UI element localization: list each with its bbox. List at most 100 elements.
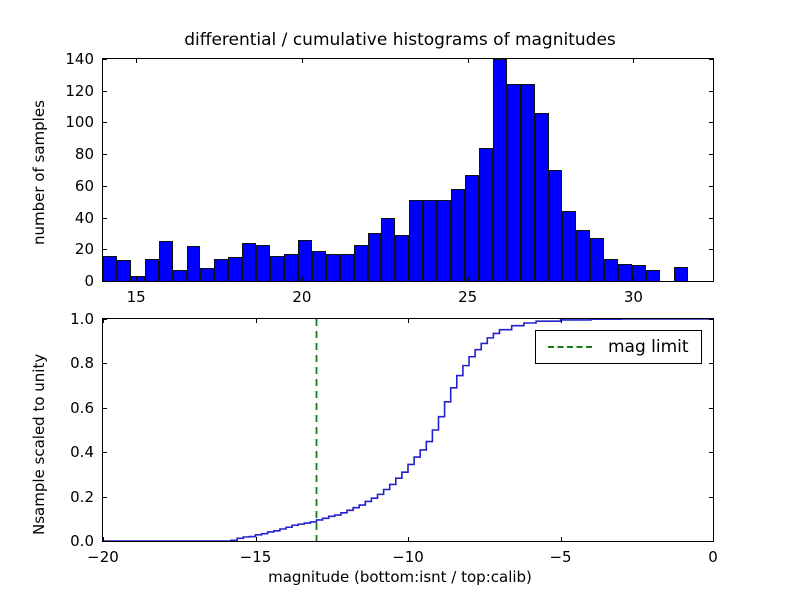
top-panel-y-axis-label: number of samples xyxy=(30,100,48,245)
axis-tick-mark xyxy=(103,407,107,409)
axis-tick-mark xyxy=(301,59,303,63)
bottom-panel-x-axis-label: magnitude (bottom:isnt / top:calib) xyxy=(268,568,532,586)
axis-tick-mark xyxy=(467,277,469,281)
bottom-y-tick-label: 0.6 xyxy=(70,398,94,417)
axis-tick-mark xyxy=(301,277,303,281)
axis-tick-mark xyxy=(560,537,562,541)
axis-tick-mark xyxy=(103,363,107,365)
top-y-tick-label: 140 xyxy=(65,50,94,68)
axis-tick-mark xyxy=(103,154,107,156)
page-title: differential / cumulative histograms of … xyxy=(184,30,616,50)
axis-tick-mark xyxy=(709,452,713,454)
histogram-bar xyxy=(423,200,438,281)
axis-tick-mark xyxy=(136,277,138,281)
axis-tick-mark xyxy=(709,319,713,320)
histogram-plot-area xyxy=(103,59,713,281)
bottom-x-tick-label: −5 xyxy=(549,548,572,566)
bottom-x-tick-label: 0 xyxy=(708,548,718,566)
histogram-bar xyxy=(284,254,298,281)
axis-tick-mark xyxy=(103,541,107,542)
top-y-tick-label: 0 xyxy=(84,272,94,290)
axis-tick-mark xyxy=(709,90,713,92)
axis-tick-mark xyxy=(709,541,713,542)
bottom-x-tick-label: −10 xyxy=(392,548,424,566)
histogram-bar xyxy=(311,250,326,281)
histogram-bar xyxy=(604,258,619,281)
axis-tick-mark xyxy=(633,59,635,63)
axis-tick-mark xyxy=(103,319,104,323)
histogram-bar xyxy=(409,200,424,281)
axis-tick-mark xyxy=(255,319,257,323)
top-y-tick-label: 20 xyxy=(74,240,94,259)
cumulative-curve xyxy=(103,319,713,541)
differential-histogram-panel xyxy=(102,58,714,282)
histogram-bar xyxy=(200,268,215,281)
axis-tick-mark xyxy=(103,537,104,541)
bottom-y-tick-label: 0.8 xyxy=(70,354,94,373)
axis-tick-mark xyxy=(103,217,107,219)
legend[interactable]: mag limit xyxy=(535,330,702,364)
histogram-bar xyxy=(576,230,591,281)
axis-tick-mark xyxy=(713,319,714,323)
bottom-panel-y-axis-label: Nsample scaled to unity xyxy=(30,353,48,535)
histogram-bar xyxy=(270,255,284,281)
axis-tick-mark xyxy=(633,277,635,281)
axis-tick-mark xyxy=(103,281,107,282)
histogram-bar xyxy=(465,174,479,281)
axis-tick-mark xyxy=(709,496,713,498)
bottom-x-tick-label: −15 xyxy=(239,548,272,566)
bottom-x-tick-label: −20 xyxy=(87,548,119,566)
histogram-bar xyxy=(437,200,452,281)
axis-tick-mark xyxy=(136,59,138,63)
histogram-bar xyxy=(673,266,688,281)
axis-tick-mark xyxy=(467,59,469,63)
axis-tick-mark xyxy=(713,537,714,541)
histogram-bar xyxy=(297,239,312,281)
axis-tick-mark xyxy=(709,407,713,409)
axis-tick-mark xyxy=(103,452,107,454)
histogram-bar xyxy=(130,276,145,281)
top-y-tick-label: 60 xyxy=(74,176,94,195)
axis-tick-mark xyxy=(103,59,107,60)
top-x-tick-label: 25 xyxy=(458,288,478,306)
histogram-bar xyxy=(548,170,563,281)
histogram-bar xyxy=(103,255,117,281)
histogram-bar xyxy=(478,147,493,281)
axis-tick-mark xyxy=(709,154,713,156)
top-x-tick-label: 20 xyxy=(292,288,312,306)
top-x-tick-label: 30 xyxy=(623,288,643,306)
histogram-bar xyxy=(451,189,465,281)
axis-tick-mark xyxy=(709,249,713,251)
histogram-bar xyxy=(562,211,577,281)
axis-tick-mark xyxy=(709,122,713,124)
cumulative-line xyxy=(103,319,713,541)
mag-limit-dash-icon xyxy=(548,346,592,348)
axis-tick-mark xyxy=(560,319,562,323)
bottom-y-tick-label: 0.2 xyxy=(70,487,94,506)
histogram-bar xyxy=(158,241,173,281)
top-y-tick-label: 40 xyxy=(74,208,94,227)
histogram-bar xyxy=(367,233,382,281)
bottom-y-tick-label: 0.0 xyxy=(70,532,94,550)
axis-tick-mark xyxy=(103,90,107,92)
histogram-bar xyxy=(632,265,647,281)
histogram-bar xyxy=(186,246,201,281)
histogram-bar xyxy=(590,238,605,281)
histogram-bar xyxy=(520,84,535,281)
axis-tick-mark xyxy=(709,217,713,219)
histogram-bar xyxy=(506,84,521,281)
top-y-tick-label: 100 xyxy=(65,113,94,132)
axis-tick-mark xyxy=(103,496,107,498)
axis-tick-mark xyxy=(103,319,107,320)
histogram-bar xyxy=(381,217,396,281)
axis-tick-mark xyxy=(255,537,257,541)
axis-tick-mark xyxy=(408,319,409,323)
histogram-bar xyxy=(395,235,410,281)
histogram-bar xyxy=(242,242,257,281)
axis-tick-mark xyxy=(709,281,713,282)
axis-tick-mark xyxy=(103,122,107,124)
axis-tick-mark xyxy=(709,59,713,60)
histogram-bar xyxy=(492,59,507,281)
histogram-bar xyxy=(534,112,549,281)
